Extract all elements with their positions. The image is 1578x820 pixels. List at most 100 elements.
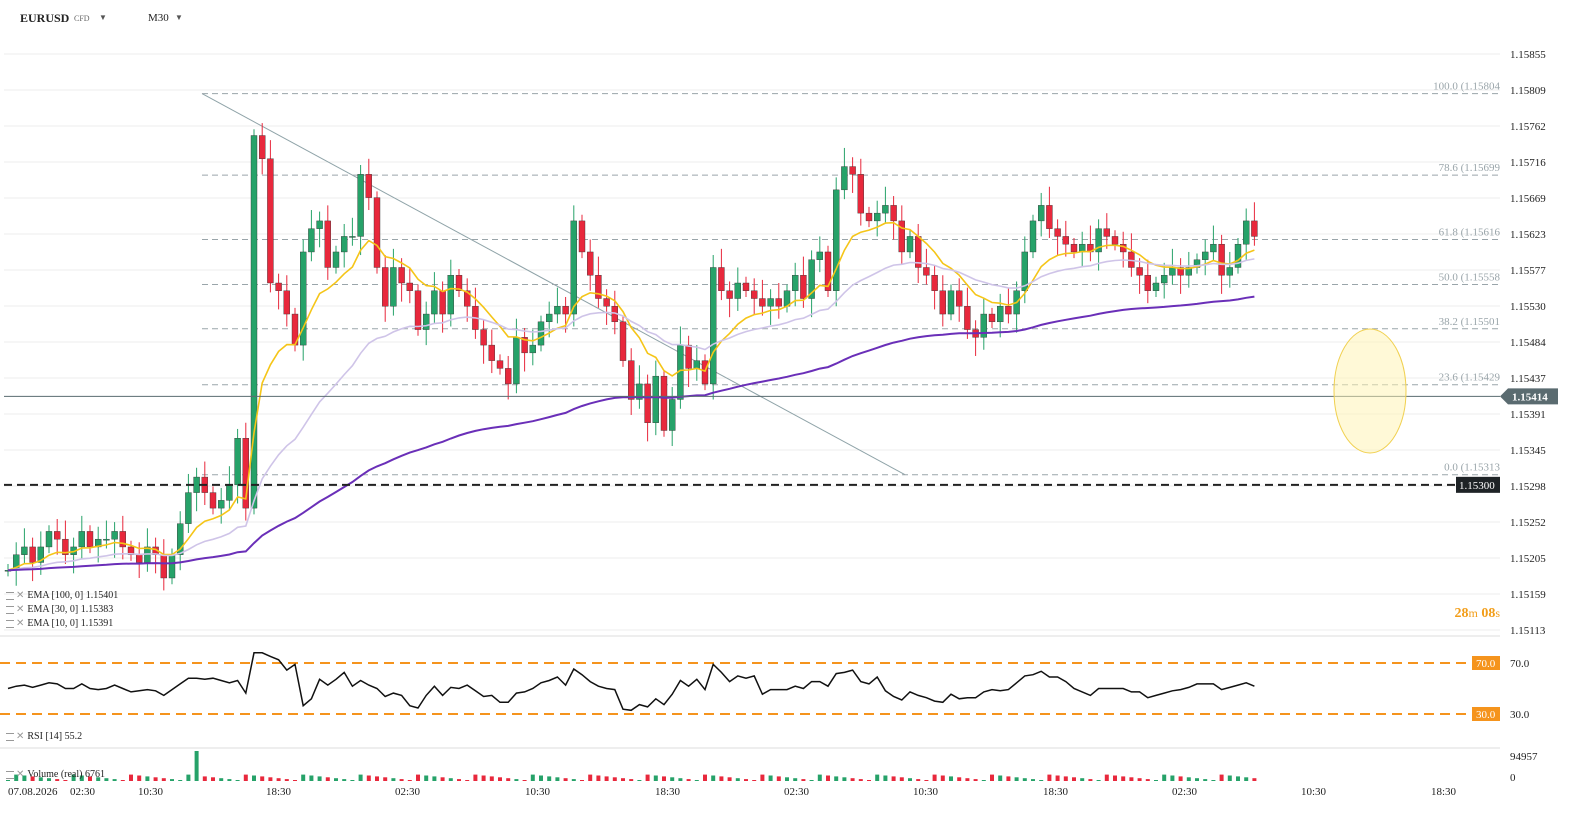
indicator-settings-icon[interactable]	[6, 591, 14, 600]
time-tick-label: 10:30	[913, 786, 939, 798]
candle-body	[751, 290, 758, 299]
horizontal-line-tag	[1456, 476, 1500, 493]
indicator-settings-icon[interactable]	[6, 732, 14, 741]
candle-body	[603, 298, 610, 307]
candle-body	[701, 360, 709, 385]
remove-indicator-icon[interactable]: ✕	[16, 590, 25, 601]
candle-body	[431, 290, 438, 315]
candle-body	[841, 166, 848, 191]
candle-body	[1095, 228, 1102, 253]
candle-body	[906, 236, 914, 253]
volume-bar	[112, 779, 117, 781]
indicator-settings-icon[interactable]	[6, 770, 14, 779]
volume-bar	[973, 779, 978, 781]
volume-bar	[1006, 776, 1011, 781]
candle-body	[865, 212, 873, 222]
volume-bar	[719, 776, 724, 781]
remove-indicator-icon[interactable]: ✕	[16, 618, 25, 629]
volume-bar	[662, 776, 666, 781]
candle-body	[1160, 275, 1168, 284]
volume-bar	[924, 780, 929, 781]
volume-bar	[916, 779, 921, 781]
symbol-dropdown-icon[interactable]: ▼	[99, 13, 107, 22]
remove-indicator-icon[interactable]: ✕	[16, 769, 25, 780]
candle-body	[357, 174, 364, 237]
rsi-legend[interactable]: ✕ RSI [14] 55.2	[6, 731, 82, 742]
candle-body	[1029, 220, 1037, 253]
volume-bar	[621, 778, 625, 781]
volume-bar	[465, 780, 470, 781]
fibonacci-retracement[interactable]: 100.0 (1.15804 78.6 (1.15699 61.8 (1.15616…	[201, 81, 1501, 476]
timeframe-dropdown-icon[interactable]: ▼	[175, 13, 183, 22]
volume-bar	[1236, 776, 1240, 781]
candle-body	[923, 267, 930, 276]
candle-body	[78, 531, 86, 548]
volume-bar	[301, 774, 306, 781]
volume-bar	[178, 780, 183, 781]
volume-bar	[891, 776, 896, 781]
candle-body	[103, 538, 110, 541]
rsi-axis-label: 30.0	[1510, 709, 1530, 721]
current-price-label: 1.15414	[1512, 391, 1548, 403]
volume-bar	[899, 777, 904, 781]
candle-body	[857, 174, 864, 214]
indicator-settings-icon[interactable]	[6, 605, 14, 614]
volume-bar	[1055, 775, 1060, 781]
ema10-legend[interactable]: ✕ EMA [10, 0] 1.15391	[6, 618, 113, 629]
candle-body	[267, 158, 274, 284]
candle-body	[980, 313, 987, 338]
candle-body	[529, 344, 536, 354]
fib-level-label: 61.8 (1.15616	[1439, 227, 1501, 239]
volume-bar	[6, 780, 10, 781]
volume-bar	[1129, 777, 1134, 781]
volume-bar	[596, 775, 601, 781]
volume-bar	[949, 776, 953, 781]
candle-body	[1070, 243, 1078, 253]
candle-body	[349, 236, 356, 238]
volume-bar	[481, 775, 486, 781]
price-tick-label: 1.15437	[1510, 373, 1546, 385]
volume-bar	[211, 777, 215, 781]
volume-bar	[735, 778, 740, 781]
volume-bar	[940, 775, 945, 781]
candle-body	[135, 554, 143, 563]
candle-body	[726, 290, 733, 299]
time-tick-label: 10:30	[138, 786, 164, 798]
volume-bar	[186, 774, 191, 781]
remove-indicator-icon[interactable]: ✕	[16, 731, 25, 742]
volume-bar	[1104, 774, 1109, 781]
candle-body	[209, 492, 217, 509]
candle-body	[931, 275, 938, 291]
candle-body	[1234, 243, 1242, 268]
candle-body	[341, 236, 348, 253]
ema30-legend[interactable]: ✕ EMA [30, 0] 1.15383	[6, 604, 113, 615]
volume-bar	[1014, 777, 1019, 781]
candle-body	[710, 267, 717, 385]
candle-body	[570, 220, 577, 315]
remove-indicator-icon[interactable]: ✕	[16, 604, 25, 615]
candle-body	[275, 282, 282, 291]
candle-body	[1054, 228, 1061, 237]
candle-body	[1144, 275, 1152, 291]
volume-bar	[760, 774, 765, 781]
candle-body	[414, 290, 422, 330]
volume-bar	[965, 778, 970, 781]
volume-bar	[55, 779, 60, 781]
timeframe-selector[interactable]: M30	[148, 12, 169, 24]
indicator-settings-icon[interactable]	[6, 619, 14, 628]
volume-legend[interactable]: ✕ Volume (real) 6761	[6, 769, 105, 780]
candle-body	[496, 360, 504, 369]
volume-bar	[498, 777, 502, 781]
candle-body	[947, 290, 955, 315]
volume-bar	[1219, 774, 1224, 781]
rsi-panel: 70.0 70.0 30.0 30.0	[0, 652, 1530, 721]
candle-body	[423, 313, 430, 330]
candle-body	[300, 251, 307, 346]
volume-bar	[588, 774, 593, 781]
symbol-name[interactable]: EURUSD	[20, 11, 70, 25]
ema100-legend[interactable]: ✕ EMA [100, 0] 1.15401	[6, 590, 118, 601]
price-tick-label: 1.15809	[1510, 85, 1546, 97]
volume-bar	[752, 780, 757, 781]
candle-body	[562, 306, 569, 315]
